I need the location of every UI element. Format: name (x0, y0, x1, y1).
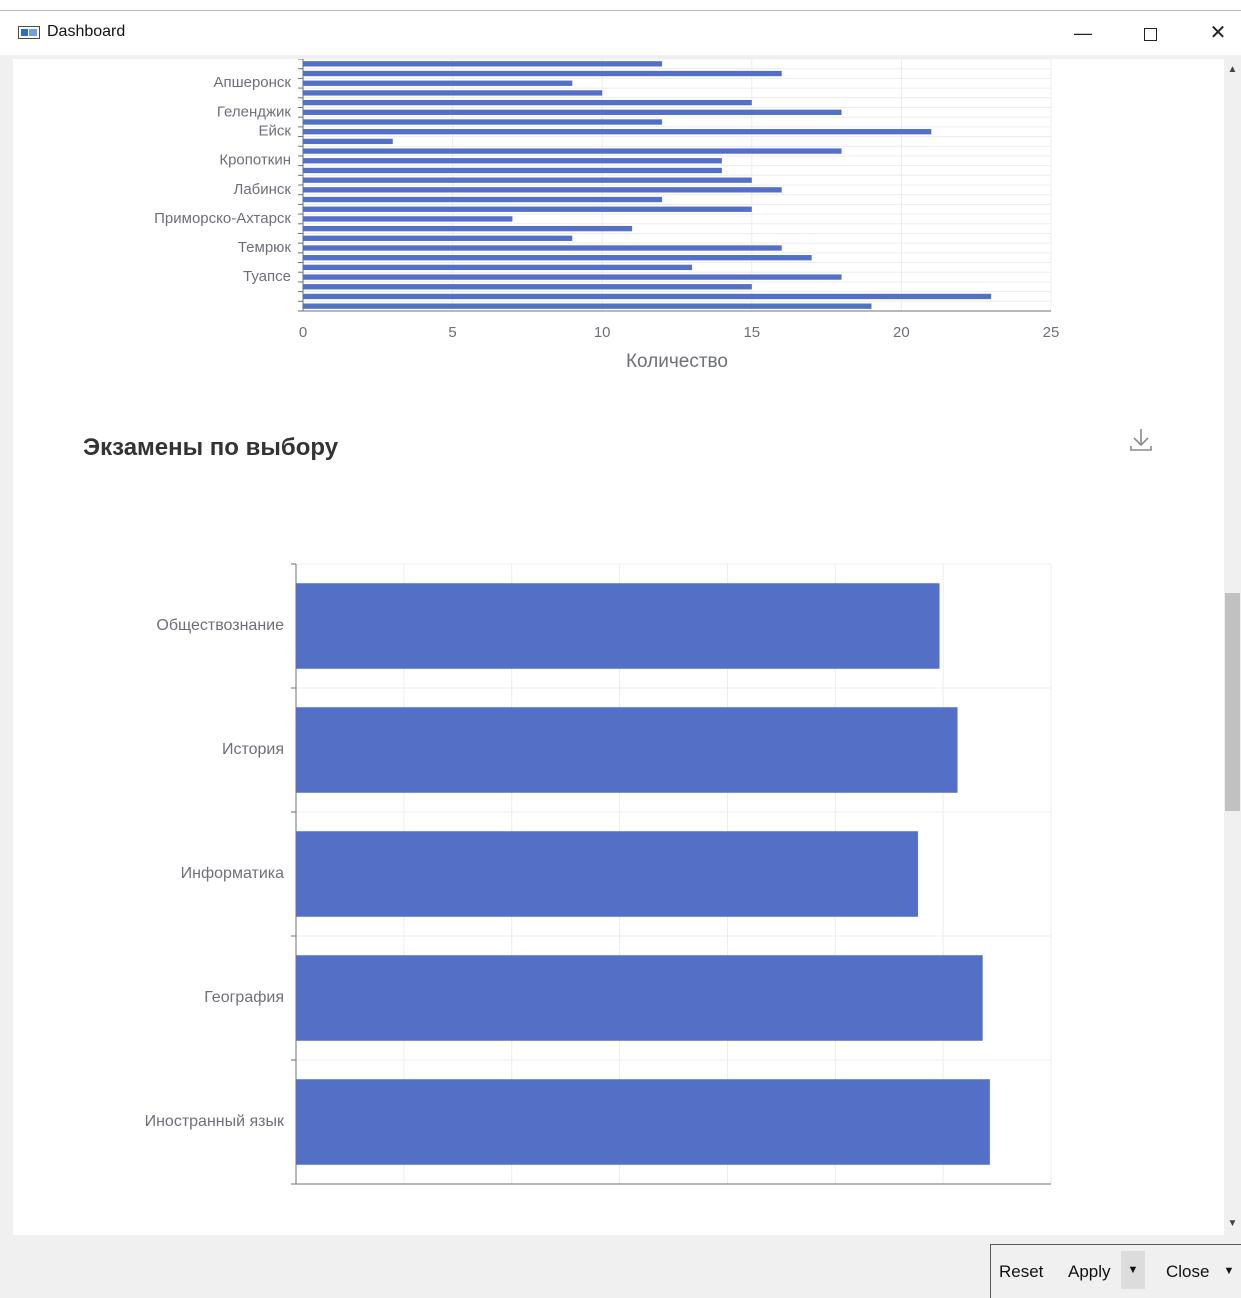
close-dropdown-icon[interactable]: ▼ (1223, 1265, 1235, 1277)
bar (303, 187, 782, 193)
x-tick-label: 60 (503, 1197, 520, 1199)
bar (303, 303, 872, 309)
bar (296, 707, 958, 793)
bar (303, 129, 932, 135)
y-tick-label: Ейск (259, 123, 292, 140)
bar (303, 264, 692, 271)
exams-bar-chart: Обществознание История Информатика Географи… (145, 563, 1064, 1199)
y-tick-label: Темрюк (238, 239, 292, 256)
apply-button[interactable]: Apply (1068, 1262, 1111, 1281)
title-bar: Dashboard — ✕ (0, 11, 1241, 55)
bar (303, 70, 782, 77)
close-button[interactable]: Close (1166, 1262, 1210, 1281)
bar (296, 583, 940, 669)
bar (303, 216, 513, 222)
y-tick-label: Приморско-Ахтарск (154, 210, 291, 227)
x-tick-label: 120 (715, 1197, 740, 1199)
maximize-button[interactable] (1127, 11, 1173, 55)
bar (296, 955, 983, 1041)
bar (303, 196, 663, 203)
scroll-up-arrow-icon[interactable]: ▲ (1227, 64, 1238, 75)
dashboard-content[interactable]: Апшеронск Геленджик Ейск Кропоткин Лабинск Пр… (13, 59, 1224, 1235)
y-tick-label: История (222, 741, 284, 758)
bar (303, 80, 573, 86)
bar (303, 274, 842, 280)
x-tick-label: 0 (292, 1197, 300, 1199)
scrollbar-thumb[interactable] (1225, 593, 1240, 811)
apply-dropdown-icon[interactable]: ▼ (1121, 1251, 1145, 1289)
x-axis-title: Количество (626, 351, 728, 372)
minimize-button[interactable]: — (1074, 23, 1092, 43)
app-icon (18, 26, 40, 39)
x-tick-label: 90 (611, 1197, 628, 1199)
download-icon[interactable] (1126, 425, 1156, 455)
bar (296, 831, 918, 917)
y-tick-label: Лабинск (233, 181, 291, 198)
close-window-button[interactable]: ✕ (1209, 22, 1227, 44)
y-tick-label: Иностранный язык (145, 1113, 285, 1130)
bar (303, 148, 842, 154)
bar (303, 284, 752, 290)
scroll-down-arrow-icon[interactable]: ▼ (1227, 1218, 1238, 1229)
bar (303, 119, 663, 125)
x-tick-label: 25 (1043, 324, 1060, 341)
x-tick-label: 150 (823, 1197, 848, 1199)
dialog-button-bar: Reset Apply ▼ Close ▼ (990, 1244, 1241, 1298)
window-top-border (0, 10, 1241, 11)
vertical-scrollbar[interactable]: ▲ ▼ (1224, 59, 1241, 1235)
x-tick-label: 210 (1038, 1197, 1063, 1199)
bar (303, 293, 992, 300)
bar (303, 138, 393, 145)
x-tick-label: 180 (931, 1197, 956, 1199)
window-title: Dashboard (47, 23, 126, 40)
bar (303, 177, 752, 183)
bar (303, 255, 812, 261)
top-bar-chart: Апшеронск Геленджик Ейск Кропоткин Лабинск Пр… (154, 59, 1060, 372)
y-tick-label: Кропоткин (219, 152, 291, 169)
x-tick-label: 10 (594, 324, 611, 341)
x-tick-label: 20 (893, 324, 910, 341)
bar (296, 1079, 990, 1165)
x-tick-label: 5 (448, 324, 456, 341)
x-tick-label: 15 (743, 324, 760, 341)
bar (303, 167, 722, 174)
bar (303, 206, 752, 212)
bar (303, 90, 603, 96)
y-tick-label: Туапсе (243, 268, 291, 285)
y-tick-label: Апшеронск (213, 74, 291, 91)
y-tick-label: Геленджик (217, 103, 292, 120)
maximize-icon (1143, 27, 1157, 41)
reset-button[interactable]: Reset (999, 1262, 1044, 1281)
bar (303, 99, 752, 106)
y-tick-label: Информатика (181, 865, 284, 882)
y-tick-label: Обществознание (156, 617, 284, 634)
bar (303, 61, 663, 67)
bar (303, 235, 573, 241)
bar (303, 109, 842, 115)
x-tick-label: 30 (396, 1197, 413, 1199)
bar (303, 158, 722, 164)
section-title: Экзамены по выбору (83, 434, 339, 461)
x-tick-label: 0 (299, 324, 307, 341)
bar (303, 225, 633, 232)
bar (303, 245, 782, 251)
y-tick-label: География (204, 989, 284, 1006)
